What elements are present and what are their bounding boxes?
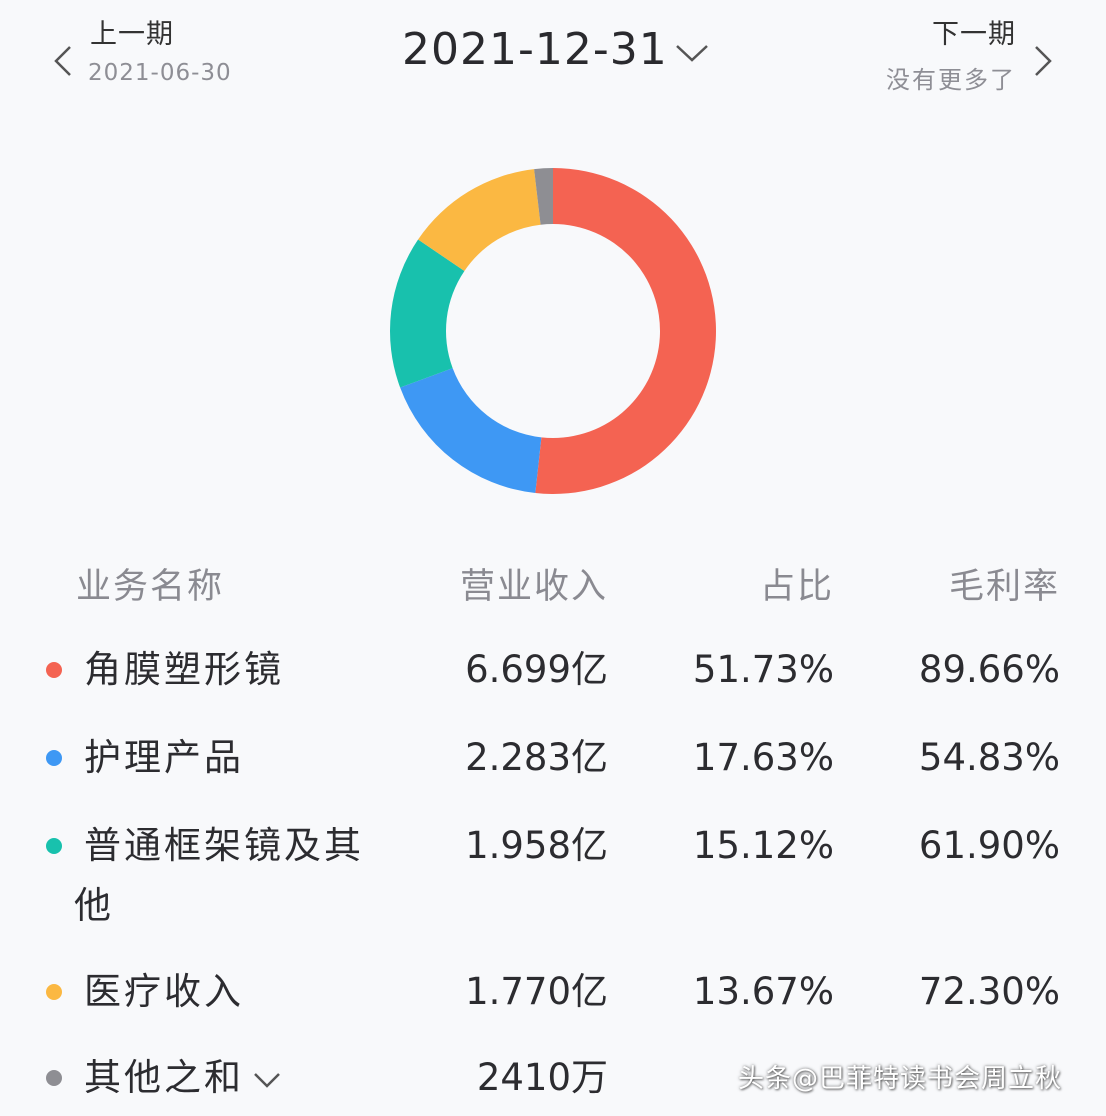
revenue-value: 2.283亿	[465, 728, 608, 788]
share-value: 51.73%	[693, 640, 834, 700]
header-share: 占比	[760, 558, 834, 609]
watermark: 头条@巴菲特读书会周立秋	[738, 1058, 1062, 1095]
business-name: 医疗收入	[84, 962, 374, 1022]
business-name-group: 其他之和	[84, 1048, 344, 1108]
header-revenue: 营业收入	[460, 558, 608, 609]
legend-dot	[46, 984, 62, 1000]
previous-period-date: 2021-06-30	[88, 60, 232, 86]
chevron-down-icon[interactable]	[252, 1070, 282, 1090]
chevron-down-icon	[674, 42, 710, 64]
margin-value: 72.30%	[919, 962, 1060, 1022]
donut-slice	[535, 168, 716, 494]
next-period-label: 下一期	[932, 12, 1016, 51]
next-period-status: 没有更多了	[886, 60, 1016, 95]
chevron-left-icon	[52, 44, 74, 78]
business-name: 普通框架镜及其他	[74, 816, 364, 936]
date-selector[interactable]: 2021-12-31	[402, 24, 732, 84]
revenue-value: 1.958亿	[465, 816, 608, 876]
business-name: 角膜塑形镜	[84, 640, 374, 700]
revenue-donut-chart	[378, 156, 728, 506]
share-value: 15.12%	[693, 816, 834, 876]
business-name: 护理产品	[84, 728, 374, 788]
header-gross-margin: 毛利率	[949, 558, 1060, 609]
previous-period-button[interactable]: 上一期 2021-06-30	[52, 10, 282, 100]
header-business-name: 业务名称	[76, 558, 224, 609]
margin-value: 89.66%	[919, 640, 1060, 700]
period-header: 上一期 2021-06-30 2021-12-31 下一期 没有更多了	[0, 0, 1106, 120]
legend-dot	[46, 750, 62, 766]
margin-value: 61.90%	[919, 816, 1060, 876]
next-period-button[interactable]: 下一期 没有更多了	[860, 10, 1060, 100]
share-value: 17.63%	[693, 728, 834, 788]
business-name: 其他之和	[84, 1056, 244, 1099]
chevron-right-icon	[1032, 44, 1054, 78]
legend-dot	[46, 662, 62, 678]
revenue-value: 6.699亿	[465, 640, 608, 700]
legend-dot	[46, 838, 62, 854]
share-value: 13.67%	[693, 962, 834, 1022]
revenue-value: 2410万	[477, 1048, 608, 1108]
revenue-value: 1.770亿	[465, 962, 608, 1022]
current-period-date: 2021-12-31	[402, 24, 668, 75]
margin-value: 54.83%	[919, 728, 1060, 788]
table-header: 业务名称 营业收入 占比 毛利率	[0, 548, 1106, 618]
legend-dot	[46, 1070, 62, 1086]
donut-slice	[400, 368, 541, 493]
business-table: 业务名称 营业收入 占比 毛利率	[0, 548, 1106, 618]
previous-period-label: 上一期	[90, 12, 174, 51]
